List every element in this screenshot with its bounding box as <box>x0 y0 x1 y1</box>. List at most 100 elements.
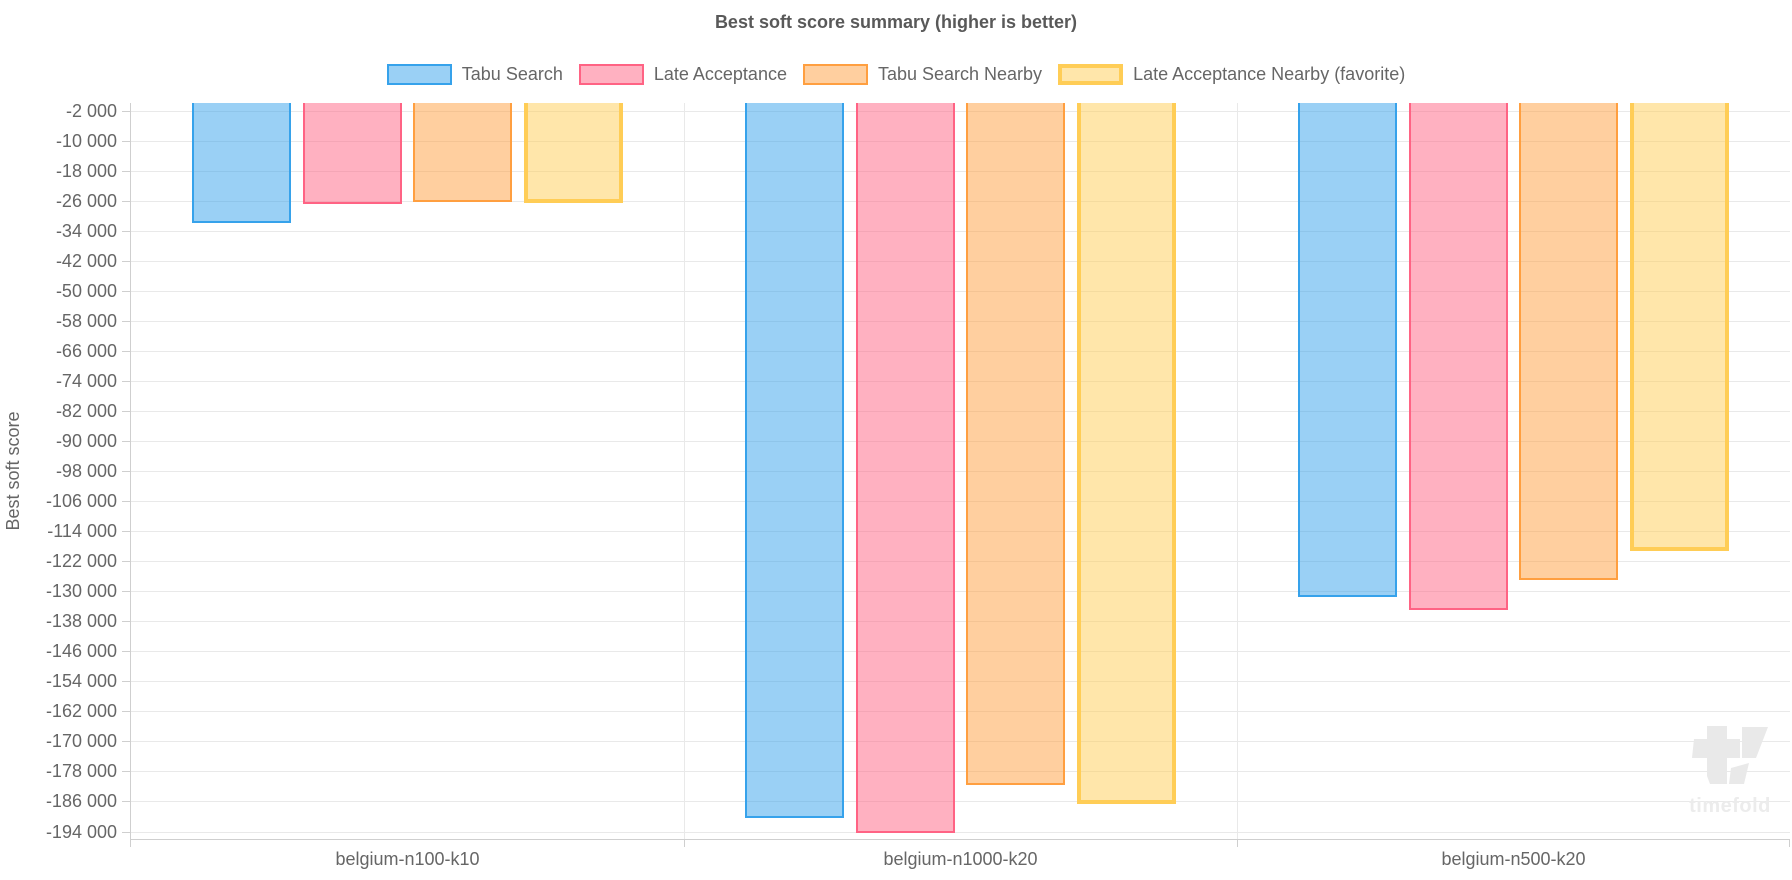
bar-tabu-search-nearby[interactable] <box>966 103 1066 785</box>
y-tick-mark <box>122 350 130 352</box>
y-tick-label: -114 000 <box>47 521 117 542</box>
y-gridline <box>131 320 1790 322</box>
bar-late-acceptance[interactable] <box>302 103 402 204</box>
bar-late-acceptance-nearby-favorite[interactable] <box>1630 103 1730 551</box>
y-tick-label: -194 000 <box>45 821 117 842</box>
y-tick-label: -58 000 <box>55 310 117 331</box>
legend-item-late-acceptance-nearby-favorite[interactable]: Late Acceptance Nearby (favorite) <box>1058 64 1405 85</box>
bar-tabu-search[interactable] <box>1298 103 1397 598</box>
y-gridline <box>131 591 1790 593</box>
y-tick-label: -18 000 <box>55 160 117 181</box>
y-tick-mark <box>122 531 130 533</box>
y-tick-mark <box>122 741 130 743</box>
bar-tabu-search-nearby[interactable] <box>1519 103 1619 580</box>
legend-item-tabu-search-nearby[interactable]: Tabu Search Nearby <box>802 64 1043 85</box>
y-tick-mark <box>122 441 130 442</box>
y-tick-label: -122 000 <box>45 551 117 572</box>
legend-label: Late Acceptance <box>653 64 787 84</box>
watermark-text: timefold <box>1689 795 1771 817</box>
legend: Tabu Search Late Acceptance Tabu Search Ne… <box>0 64 1792 85</box>
y-tick-mark <box>122 230 130 232</box>
y-tick-mark <box>122 170 130 172</box>
y-gridline <box>131 831 1790 833</box>
y-tick-mark <box>122 140 130 142</box>
y-tick-label: -10 000 <box>55 130 117 151</box>
y-gridline <box>131 170 1790 172</box>
y-tick-label: -178 000 <box>45 761 117 782</box>
bar-tabu-search[interactable] <box>745 103 844 818</box>
y-tick-label: -170 000 <box>45 731 117 752</box>
x-category-label: belgium-n500-k20 <box>1441 849 1586 869</box>
y-tick-mark <box>122 681 130 683</box>
legend-item-late-acceptance[interactable]: Late Acceptance <box>578 64 787 85</box>
y-tick-label: -34 000 <box>55 220 117 241</box>
x-gridline <box>1237 103 1238 839</box>
bar-late-acceptance-nearby-favorite[interactable] <box>524 103 623 203</box>
y-gridline <box>131 711 1790 713</box>
x-tick-mark <box>684 839 685 847</box>
y-gridline <box>131 290 1790 292</box>
y-tick-mark <box>122 711 130 713</box>
bar-tabu-search[interactable] <box>191 103 291 224</box>
y-tick-label: -82 000 <box>55 400 117 421</box>
y-tick-label: -50 000 <box>55 280 117 301</box>
y-tick-label: -130 000 <box>45 581 117 602</box>
y-tick-label: -146 000 <box>45 641 117 662</box>
y-axis-title: Best soft score <box>3 411 23 531</box>
y-tick-mark <box>122 591 130 593</box>
legend-label: Tabu Search <box>461 64 563 84</box>
legend-label: Tabu Search Nearby <box>877 64 1043 84</box>
y-tick-mark <box>122 410 130 412</box>
y-gridline <box>131 410 1790 412</box>
y-tick-mark <box>122 831 130 833</box>
y-tick-mark <box>122 110 130 112</box>
y-tick-mark <box>122 471 130 472</box>
y-tick-label: -74 000 <box>55 370 117 391</box>
y-tick-label: -138 000 <box>45 611 117 632</box>
y-gridline <box>131 621 1790 623</box>
y-gridline <box>131 531 1790 533</box>
y-tick-mark <box>122 801 130 803</box>
y-tick-mark <box>122 200 130 202</box>
y-tick-mark <box>122 320 130 322</box>
chart-title: Best soft score summary (higher is bette… <box>714 12 1078 32</box>
x-category-label: belgium-n1000-k20 <box>883 849 1038 869</box>
y-tick-label: -186 000 <box>45 791 117 812</box>
y-gridline <box>131 230 1790 232</box>
y-tick-mark <box>122 501 130 502</box>
y-gridline <box>131 441 1790 442</box>
legend-item-tabu-search[interactable]: Tabu Search <box>386 64 563 85</box>
legend-swatch <box>1058 64 1124 85</box>
y-tick-label: -42 000 <box>55 250 117 271</box>
y-gridline <box>131 471 1790 472</box>
y-tick-mark <box>122 771 130 773</box>
y-tick-mark <box>122 260 130 262</box>
y-tick-label: -26 000 <box>55 190 117 211</box>
y-gridline <box>131 771 1790 773</box>
bar-late-acceptance[interactable] <box>1408 103 1508 610</box>
y-gridline <box>131 200 1790 202</box>
bar-tabu-search-nearby[interactable] <box>413 103 513 202</box>
y-tick-label: -90 000 <box>55 431 117 451</box>
y-tick-label: -98 000 <box>55 461 117 481</box>
x-tick-mark <box>130 839 131 847</box>
y-tick-mark <box>122 651 130 653</box>
y-gridline <box>131 501 1790 502</box>
y-tick-label: -2 000 <box>65 100 117 121</box>
legend-swatch <box>386 64 452 85</box>
x-gridline <box>684 103 685 839</box>
legend-label: Late Acceptance Nearby (favorite) <box>1133 64 1406 84</box>
y-tick-label: -106 000 <box>45 491 117 511</box>
timefold-logo-icon <box>1692 726 1768 784</box>
y-tick-label: -162 000 <box>45 701 117 722</box>
y-tick-mark <box>122 380 130 382</box>
y-gridline <box>131 110 1790 112</box>
bar-late-acceptance[interactable] <box>855 103 955 834</box>
x-axis-border <box>130 839 1790 840</box>
y-tick-mark <box>122 561 130 563</box>
y-tick-label: -154 000 <box>45 671 117 692</box>
y-tick-label: -66 000 <box>55 340 117 361</box>
y-tick-mark <box>122 621 130 623</box>
legend-swatch <box>578 64 644 85</box>
bar-late-acceptance-nearby-favorite[interactable] <box>1077 103 1177 805</box>
